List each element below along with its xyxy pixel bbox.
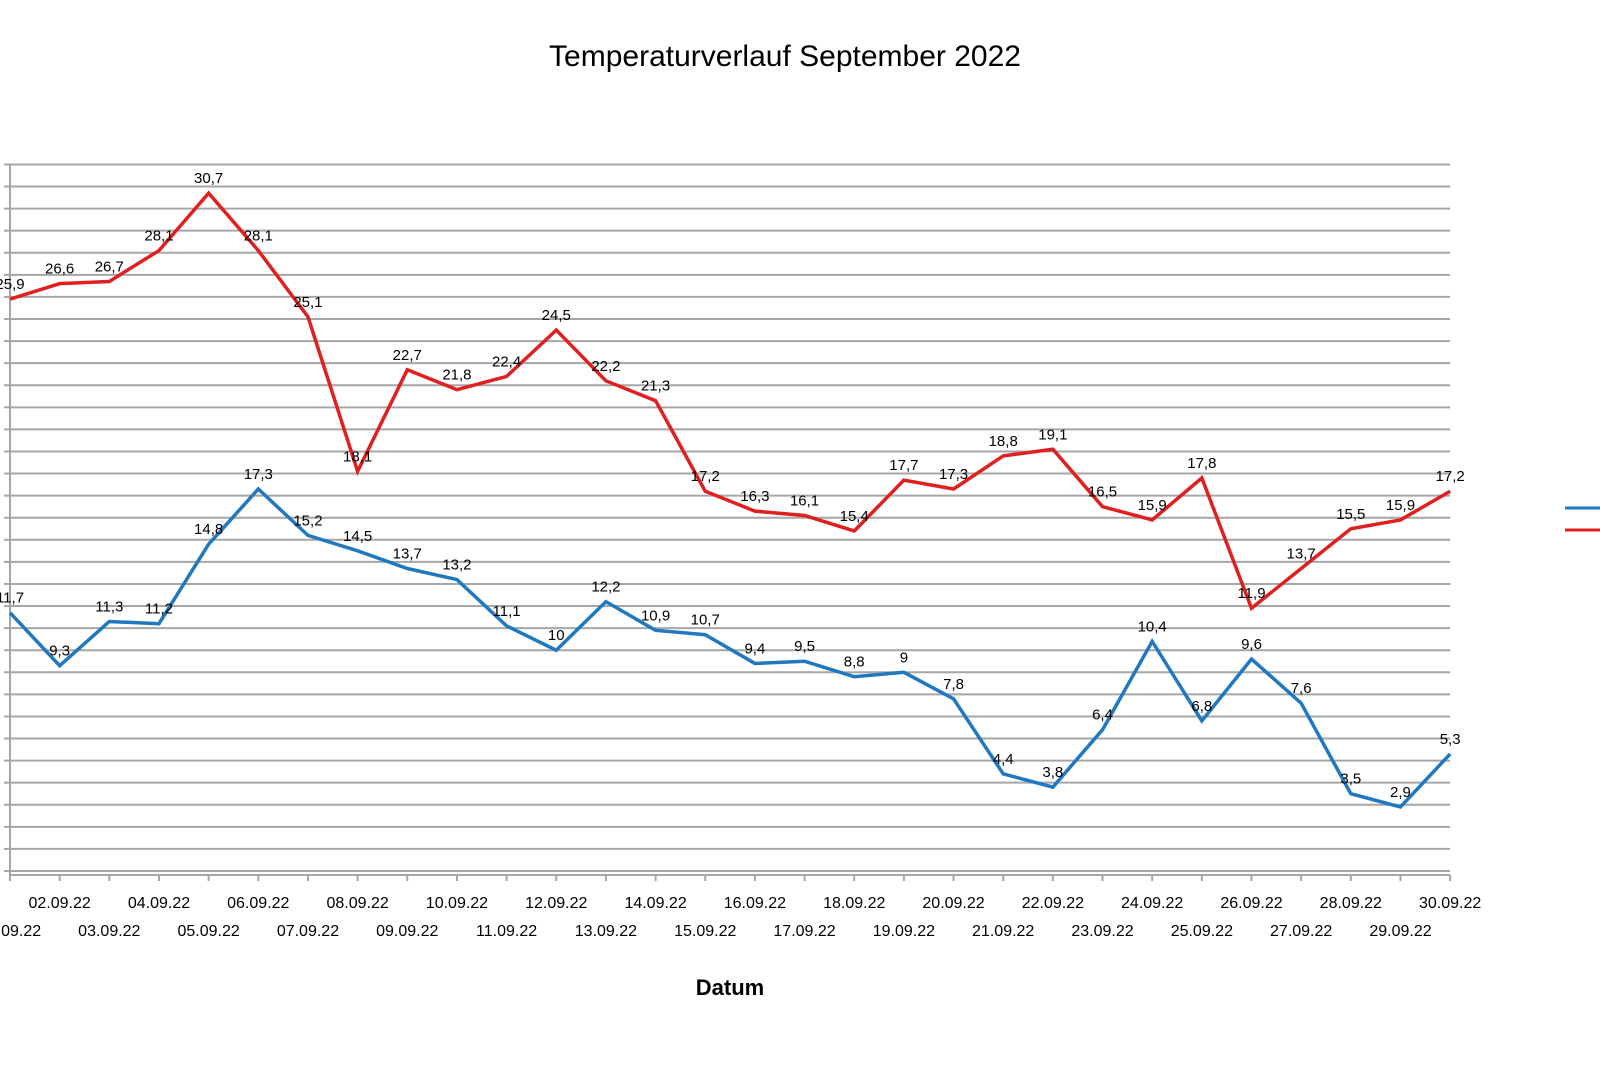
data-label-min: 9,3 xyxy=(49,643,70,660)
x-tick-label: 25.09.22 xyxy=(1171,923,1233,940)
data-label-min: 15,2 xyxy=(293,512,322,529)
x-tick-label: 29.09.22 xyxy=(1369,923,1431,940)
x-tick-label: 13.09.22 xyxy=(575,923,637,940)
data-label-min: 6,8 xyxy=(1191,698,1212,715)
x-tick-label: 28.09.22 xyxy=(1320,895,1382,912)
data-label-max: 25,1 xyxy=(293,294,322,311)
data-label-min: 9,5 xyxy=(794,638,815,655)
x-tick-label: 30.09.22 xyxy=(1419,895,1481,912)
data-label-max: 13,7 xyxy=(1287,546,1316,563)
x-tick-label: 01.09.22 xyxy=(0,923,41,940)
data-label-max: 24,5 xyxy=(542,307,571,324)
data-label-max: 21,8 xyxy=(442,367,471,384)
data-label-min: 14,8 xyxy=(194,521,223,538)
x-tick-label: 15.09.22 xyxy=(674,923,736,940)
x-tick-label: 22.09.22 xyxy=(1022,895,1084,912)
data-label-min: 11,7 xyxy=(0,590,24,607)
x-tick-label: 20.09.22 xyxy=(922,895,984,912)
data-label-min: 4,4 xyxy=(993,751,1014,768)
x-tick-label: 03.09.22 xyxy=(78,923,140,940)
data-label-max: 17,2 xyxy=(1436,468,1465,485)
data-label-min: 7,8 xyxy=(943,676,964,693)
data-label-min: 2,9 xyxy=(1390,784,1411,801)
x-tick-label: 23.09.22 xyxy=(1071,923,1133,940)
data-label-min: 9,6 xyxy=(1241,636,1262,653)
x-tick-label: 14.09.22 xyxy=(624,895,686,912)
x-tick-label: 26.09.22 xyxy=(1220,895,1282,912)
data-label-max: 30,7 xyxy=(194,170,223,187)
data-label-min: 6,4 xyxy=(1092,707,1113,724)
data-label-max: 17,8 xyxy=(1187,455,1216,472)
data-label-min: 10,4 xyxy=(1138,618,1167,635)
data-label-max: 26,6 xyxy=(45,261,74,278)
data-label-max: 25,9 xyxy=(0,276,25,293)
data-label-max: 22,7 xyxy=(393,347,422,364)
x-tick-label: 02.09.22 xyxy=(29,895,91,912)
data-label-max: 17,7 xyxy=(889,457,918,474)
data-label-min: 5,3 xyxy=(1440,731,1461,748)
series-line-min xyxy=(8,486,1452,809)
x-tick-label: 21.09.22 xyxy=(972,923,1034,940)
data-label-max: 26,7 xyxy=(95,258,124,275)
data-label-max: 22,2 xyxy=(591,358,620,375)
data-label-max: 16,5 xyxy=(1088,484,1117,501)
data-label-min: 11,3 xyxy=(95,598,123,615)
x-tick-label: 07.09.22 xyxy=(277,923,339,940)
data-label-max: 28,1 xyxy=(144,228,173,245)
data-label-max: 15,5 xyxy=(1336,506,1365,523)
data-label-max: 16,1 xyxy=(790,493,819,510)
data-label-min: 17,3 xyxy=(244,466,273,483)
data-label-max: 21,3 xyxy=(641,378,670,395)
x-tick-label: 24.09.22 xyxy=(1121,895,1183,912)
data-label-max: 11,9 xyxy=(1237,585,1265,602)
x-axis-label: Datum xyxy=(695,975,765,1000)
x-tick-label: 04.09.22 xyxy=(128,895,190,912)
x-tick-label: 10.09.22 xyxy=(426,895,488,912)
data-label-max: 28,1 xyxy=(244,228,273,245)
data-label-min: 9 xyxy=(900,649,908,666)
data-label-min: 14,5 xyxy=(343,528,372,545)
data-label-max: 19,1 xyxy=(1038,426,1067,443)
data-label-min: 9,4 xyxy=(744,640,765,657)
x-tick-label: 16.09.22 xyxy=(724,895,786,912)
data-label-max: 15,4 xyxy=(840,508,869,525)
x-tick-label: 17.09.22 xyxy=(773,923,835,940)
data-label-min: 8,8 xyxy=(844,654,865,671)
data-label-min: 7,6 xyxy=(1291,680,1312,697)
data-label-max: 18,8 xyxy=(989,433,1018,450)
data-label-min: 10,9 xyxy=(641,607,670,624)
data-label-max: 17,3 xyxy=(939,466,968,483)
data-label-min: 3,8 xyxy=(1042,764,1063,781)
data-label-min: 10,7 xyxy=(691,612,720,629)
x-tick-label: 19.09.22 xyxy=(873,923,935,940)
data-label-min: 10 xyxy=(548,627,565,644)
data-label-min: 13,2 xyxy=(442,557,471,574)
data-label-min: 3,5 xyxy=(1340,771,1361,788)
data-label-max: 22,4 xyxy=(492,353,521,370)
data-label-min: 12,2 xyxy=(591,579,620,596)
series-line-max xyxy=(9,190,1452,612)
data-label-max: 16,3 xyxy=(740,488,769,505)
x-tick-label: 08.09.22 xyxy=(326,895,388,912)
data-label-min: 11,2 xyxy=(145,601,173,618)
x-tick-label: 27.09.22 xyxy=(1270,923,1332,940)
data-label-max: 15,9 xyxy=(1138,497,1167,514)
data-label-max: 15,9 xyxy=(1386,497,1415,514)
x-tick-label: 12.09.22 xyxy=(525,895,587,912)
data-label-min: 11,1 xyxy=(493,603,521,620)
data-label-max: 17,2 xyxy=(691,468,720,485)
x-tick-label: 18.09.22 xyxy=(823,895,885,912)
data-label-max: 18,1 xyxy=(343,448,372,465)
data-label-min: 13,7 xyxy=(393,546,422,563)
x-tick-label: 09.09.22 xyxy=(376,923,438,940)
chart-title: Temperaturverlauf September 2022 xyxy=(549,40,1021,73)
x-tick-label: 11.09.22 xyxy=(476,923,537,940)
x-tick-label: 05.09.22 xyxy=(177,923,239,940)
x-tick-label: 06.09.22 xyxy=(227,895,289,912)
